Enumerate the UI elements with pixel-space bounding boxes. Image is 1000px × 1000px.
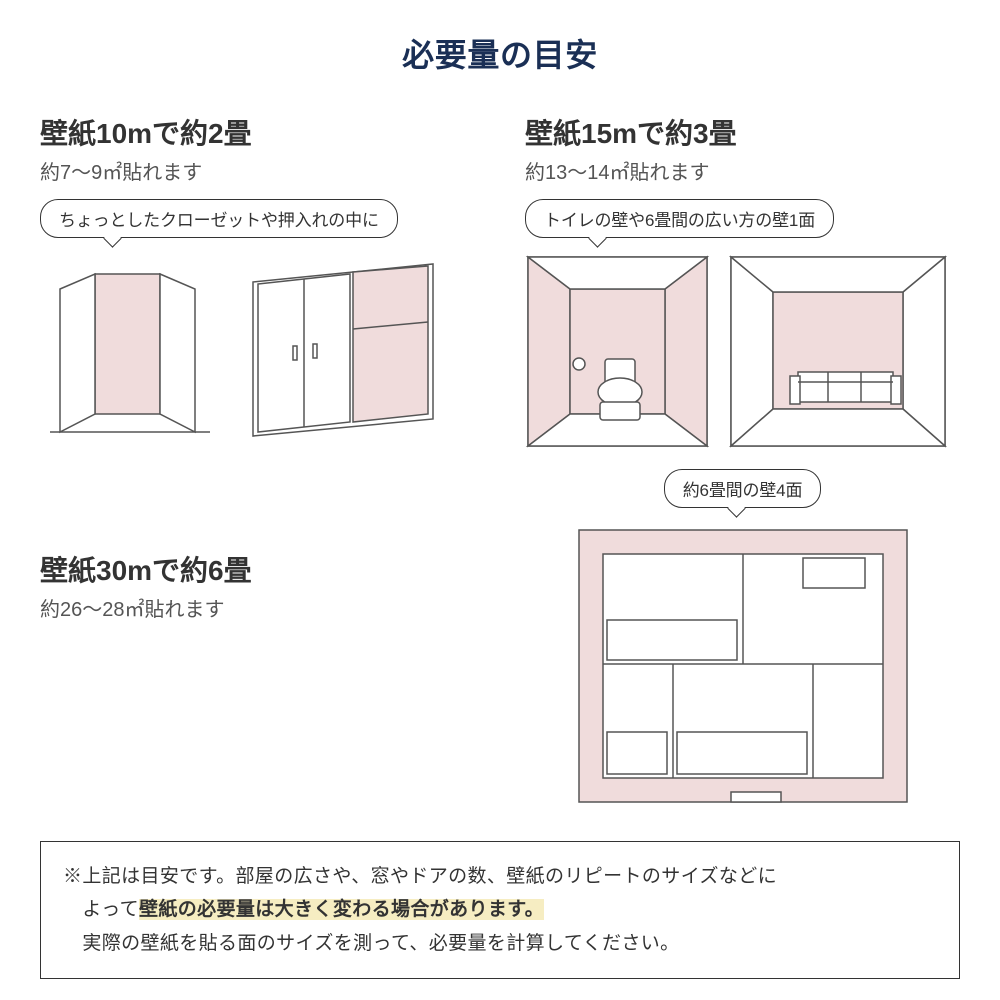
note-box: ※上記は目安です。部屋の広さや、窓やドアの数、壁紙のリピートのサイズなどに よっ… [40, 841, 960, 979]
sections-grid: 壁紙10mで約2畳 約7〜9㎡貼れます ちょっとしたクローゼットや押入れの中に [40, 112, 960, 809]
toilet-room-icon [525, 254, 710, 449]
note-highlight: 壁紙の必要量は大きく変わる場合があります。 [139, 899, 544, 920]
section-15m-bubble: トイレの壁や6畳間の広い方の壁1面 [525, 199, 834, 238]
section-30m-title: 壁紙30mで約6畳 [40, 549, 475, 589]
note-line-1: ※上記は目安です。部屋の広さや、窓やドアの数、壁紙のリピートのサイズなどに [63, 860, 937, 893]
section-30m-illustration-block: 約6畳間の壁4面 [525, 469, 960, 809]
section-10m-title: 壁紙10mで約2畳 [40, 112, 475, 152]
note-line-2-pre: よって [63, 899, 139, 920]
section-30m-illustration [525, 524, 960, 809]
closet-open-icon [40, 254, 220, 444]
note-line-3: 実際の壁紙を貼る面のサイズを測って、必要量を計算してください。 [63, 927, 937, 960]
section-10m-sub: 約7〜9㎡貼れます [40, 156, 475, 185]
sliding-closet-icon [238, 254, 448, 444]
section-30m: 壁紙30mで約6畳 約26〜28㎡貼れます [40, 469, 475, 809]
section-30m-bubble: 約6畳間の壁4面 [664, 469, 822, 508]
page-title: 必要量の目安 [40, 30, 960, 76]
section-15m-sub: 約13〜14㎡貼れます [525, 156, 960, 185]
section-15m-title: 壁紙15mで約3畳 [525, 112, 960, 152]
section-10m-bubble: ちょっとしたクローゼットや押入れの中に [40, 199, 398, 238]
room-topdown-icon [573, 524, 913, 809]
section-15m-illustrations [525, 254, 960, 449]
section-10m-illustrations [40, 254, 475, 444]
section-10m: 壁紙10mで約2畳 約7〜9㎡貼れます ちょっとしたクローゼットや押入れの中に [40, 112, 475, 449]
note-line-2: よって壁紙の必要量は大きく変わる場合があります。 [63, 893, 937, 926]
living-room-wall-icon [728, 254, 948, 449]
section-15m: 壁紙15mで約3畳 約13〜14㎡貼れます トイレの壁や6畳間の広い方の壁1面 [525, 112, 960, 449]
section-30m-sub: 約26〜28㎡貼れます [40, 593, 475, 622]
